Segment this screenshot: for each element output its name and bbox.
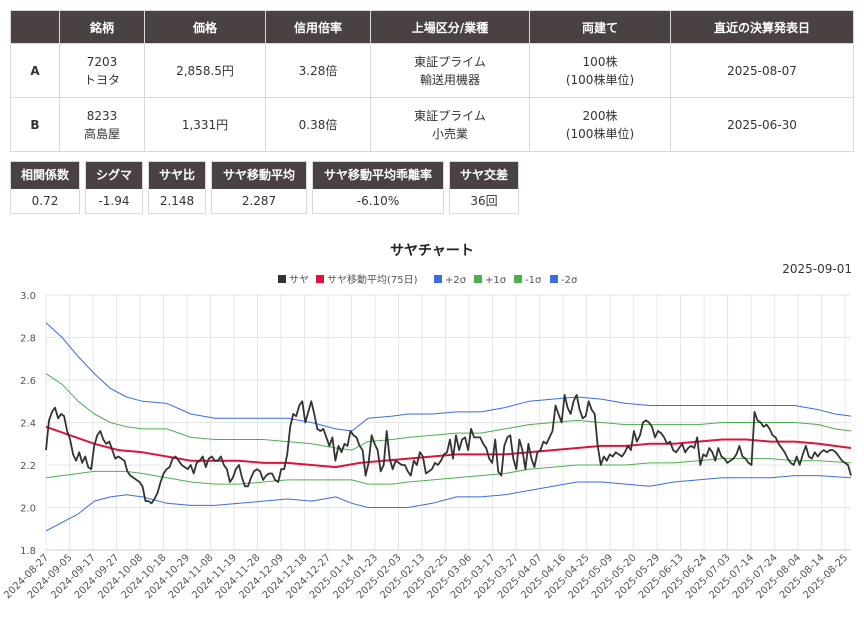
stat-label: サヤ比 (149, 162, 205, 189)
stat-spread-ratio: サヤ比 2.148 (148, 161, 206, 214)
market-sector-cell: 東証プライム 輸送用機器 (370, 43, 530, 98)
market: 東証プライム (414, 108, 486, 123)
lots: 100株 (582, 54, 618, 69)
stat-spread-ma: サヤ移動平均 2.287 (211, 161, 307, 214)
stat-label: サヤ移動平均乖離率 (313, 162, 443, 189)
spread-chart: サヤ サヤ移動平均(75日) +2σ +1σ -1σ -2σ 1.8 2.0 2.2 2.4 2.… (2, 273, 852, 601)
y-tick-label: 2.8 (20, 334, 36, 345)
sector: 輸送用機器 (419, 72, 480, 87)
stat-correlation: 相関係数 0.72 (10, 161, 80, 214)
margin-ratio-cell: 3.28倍 (265, 43, 371, 98)
legend-label: サヤ移動平均(75日) (327, 273, 418, 286)
y-tick-label: 1.8 (20, 546, 36, 557)
stat-label: サヤ移動平均 (212, 162, 306, 189)
unit: (100株単位) (565, 72, 635, 87)
price-cell: 2,858.5円 (144, 43, 266, 98)
y-tick-label: 2.6 (20, 376, 36, 387)
y-tick-label: 2.4 (20, 419, 36, 430)
hedge-cell: 100株 (100株単位) (529, 43, 671, 98)
legend-label: -2σ (561, 275, 578, 286)
legend-swatch (514, 275, 522, 283)
price-cell: 1,331円 (144, 97, 266, 152)
stock-code[interactable]: 8233 (86, 108, 118, 123)
stat-label: サヤ交差 (450, 162, 518, 189)
hedge-cell: 200株 (100株単位) (529, 97, 671, 152)
row-label: B (10, 97, 60, 152)
stat-spread-ma-deviation: サヤ移動平均乖離率 -6.10% (312, 161, 444, 214)
table-row: B 8233 高島屋 1,331円 0.38倍 東証プライム 小売業 200株 (10… (10, 97, 854, 152)
stat-label: シグマ (86, 162, 142, 189)
stat-sigma: シグマ -1.94 (85, 161, 143, 214)
table-header-row: 銘柄 価格 信用倍率 上場区分/業種 両建て 直近の決算発表日 (10, 10, 854, 44)
stat-value: 0.72 (31, 194, 59, 208)
legend-swatch (316, 275, 324, 283)
stock-code[interactable]: 7203 (86, 54, 118, 69)
stat-value: 2.148 (159, 194, 195, 208)
stat-value: 36回 (470, 194, 498, 208)
series-line-2 (45, 322, 852, 432)
pair-table: 銘柄 価格 信用倍率 上場区分/業種 両建て 直近の決算発表日 A 7203 トヨ… (10, 10, 854, 152)
stat-value: -6.10% (356, 194, 400, 208)
earnings-date-cell: 2025-08-07 (670, 43, 854, 98)
series-line-0 (45, 394, 852, 505)
legend-swatch (278, 275, 286, 283)
legend-label: +1σ (485, 275, 507, 286)
legend-swatch (550, 275, 558, 283)
sector: 小売業 (431, 126, 468, 141)
stock-cell[interactable]: 8233 高島屋 (59, 97, 145, 152)
legend-swatch (474, 275, 482, 283)
header-label (10, 10, 60, 44)
unit: (100株単位) (565, 126, 635, 141)
series-line-5 (45, 475, 852, 532)
stock-name[interactable]: 高島屋 (83, 126, 120, 141)
y-tick-label: 2.2 (20, 461, 36, 472)
stock-cell[interactable]: 7203 トヨタ (59, 43, 145, 98)
lots: 200株 (582, 108, 618, 123)
stock-name[interactable]: トヨタ (83, 72, 120, 87)
header-hedge: 両建て (529, 10, 671, 44)
margin-ratio-cell: 0.38倍 (265, 97, 371, 152)
market-sector-cell: 東証プライム 小売業 (370, 97, 530, 152)
chart-legend: サヤ サヤ移動平均(75日) +2σ +1σ -1σ -2σ (278, 273, 578, 286)
header-margin-ratio: 信用倍率 (265, 10, 371, 44)
table-row: A 7203 トヨタ 2,858.5円 3.28倍 東証プライム 輸送用機器 100… (10, 43, 854, 98)
legend-label: サヤ (289, 274, 309, 286)
earnings-date-cell: 2025-06-30 (670, 97, 854, 152)
series-line-3 (45, 373, 852, 451)
legend-swatch (434, 275, 442, 283)
header-market-sector: 上場区分/業種 (370, 10, 530, 44)
chart-date: 2025-09-01 (782, 262, 852, 276)
stats-panel: 相関係数 0.72 シグマ -1.94 サヤ比 2.148 サヤ移動平均 2.2… (10, 161, 519, 214)
y-tick-label: 3.0 (20, 291, 36, 302)
x-axis: 2024-08-272024-09-052024-09-172024-09-27… (2, 552, 850, 601)
row-label: A (10, 43, 60, 98)
stat-spread-crossings: サヤ交差 36回 (449, 161, 519, 214)
series-line-4 (45, 458, 852, 485)
stat-value: -1.94 (98, 194, 130, 208)
header-price: 価格 (144, 10, 266, 44)
legend-label: +2σ (445, 275, 467, 286)
y-axis: 1.8 2.0 2.2 2.4 2.6 2.8 3.0 (20, 291, 36, 557)
stat-label: 相関係数 (11, 162, 79, 189)
stat-value: 2.287 (241, 194, 277, 208)
legend-label: -1σ (525, 275, 542, 286)
y-tick-label: 2.0 (20, 504, 36, 515)
series-line-1 (45, 425, 852, 469)
header-stock: 銘柄 (59, 10, 145, 44)
header-earnings-date: 直近の決算発表日 (670, 10, 854, 44)
chart-lines (45, 322, 852, 532)
chart-title: サヤチャート (390, 243, 474, 259)
market: 東証プライム (414, 54, 486, 69)
